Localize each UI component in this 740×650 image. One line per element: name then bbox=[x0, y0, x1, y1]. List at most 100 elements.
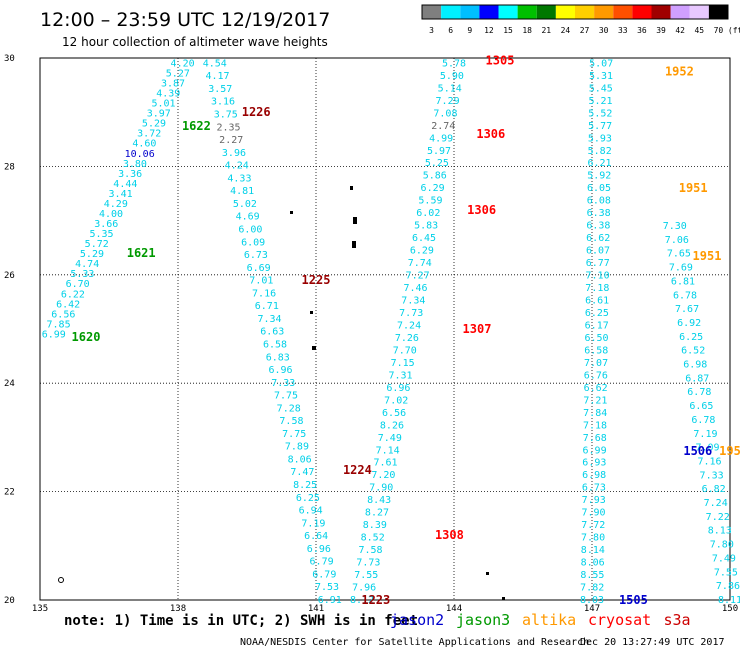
island bbox=[502, 597, 505, 600]
colorbar-tick: 3 bbox=[429, 26, 434, 35]
pass-label: 1506 bbox=[683, 444, 712, 458]
y-tick-label: 24 bbox=[4, 379, 15, 389]
swh-value: 6.79 bbox=[310, 557, 334, 568]
swh-value: 3.66 bbox=[94, 219, 118, 230]
swh-value: 5.01 bbox=[151, 99, 175, 110]
legend-jason3: jason3 bbox=[456, 611, 510, 629]
swh-value: 7.61 bbox=[373, 458, 397, 469]
pass-label: 195 bbox=[719, 444, 740, 458]
swh-value: 7.75 bbox=[282, 429, 306, 440]
swh-value: 7.22 bbox=[706, 512, 730, 523]
swh-value: 7.26 bbox=[395, 333, 419, 344]
swh-value: 8.26 bbox=[380, 420, 404, 431]
y-tick-label: 20 bbox=[4, 596, 15, 606]
swh-value: 6.93 bbox=[582, 458, 606, 469]
chart-title: 12:00 – 23:59 UTC 12/19/2017 bbox=[40, 9, 330, 31]
swh-value: 8.27 bbox=[365, 508, 389, 519]
swh-value: 6.62 bbox=[584, 383, 608, 394]
colorbar-tick: 30 bbox=[599, 26, 609, 35]
swh-value: 5.45 bbox=[589, 83, 613, 94]
swh-value: 6.87 bbox=[685, 373, 709, 384]
swh-value: 7.10 bbox=[586, 271, 610, 282]
swh-value: 8.06 bbox=[288, 454, 312, 465]
swh-value: 7.31 bbox=[388, 370, 412, 381]
swh-value: 6.09 bbox=[241, 237, 265, 248]
swh-value: 7.09 bbox=[695, 443, 719, 454]
x-tick-label: 147 bbox=[584, 604, 600, 614]
swh-value: 6.70 bbox=[66, 279, 90, 290]
swh-value: 5.29 bbox=[142, 119, 166, 130]
swh-value: 7.29 bbox=[436, 96, 460, 107]
swh-value: 7.65 bbox=[667, 249, 691, 260]
swh-value: 8.14 bbox=[581, 545, 605, 556]
colorbar-tick: 21 bbox=[541, 26, 551, 35]
colorbar-tick: 70 bbox=[714, 26, 724, 35]
swh-value: 6.29 bbox=[410, 246, 434, 257]
swh-value: 6.21 bbox=[587, 158, 611, 169]
swh-value: 2.74 bbox=[431, 121, 455, 132]
pass-label: 1952 bbox=[665, 65, 694, 79]
swh-value: 7.93 bbox=[582, 495, 606, 506]
swh-value: 4.29 bbox=[104, 199, 128, 210]
swh-value: 8.12 bbox=[350, 595, 374, 606]
swh-value: 7.75 bbox=[274, 391, 298, 402]
swh-value: 6.73 bbox=[582, 483, 606, 494]
swh-value: 4.17 bbox=[205, 71, 229, 82]
color-swatch bbox=[441, 5, 461, 19]
swh-value: 3.96 bbox=[222, 148, 246, 159]
color-swatch bbox=[498, 5, 518, 19]
swh-value: 7.58 bbox=[359, 545, 383, 556]
swh-value: 7.28 bbox=[277, 403, 301, 414]
swh-value: 3.36 bbox=[118, 169, 142, 180]
swh-value: 7.84 bbox=[583, 408, 607, 419]
pass-label: 1951 bbox=[693, 249, 722, 263]
swh-value: 6.78 bbox=[687, 387, 711, 398]
colorbar-tick: 18 bbox=[522, 26, 532, 35]
y-tick-label: 22 bbox=[4, 488, 15, 498]
track-c-mid: 8.127.967.557.737.588.528.398.278.437.90… bbox=[350, 58, 466, 606]
colorbar-tick: 24 bbox=[561, 26, 571, 35]
swh-value: 5.97 bbox=[427, 146, 451, 157]
pass-labels: 1620 1621 1622 1226 1225 1224 1223 1305 1306 1306… bbox=[72, 54, 740, 607]
swh-value: 5.83 bbox=[414, 221, 438, 232]
swh-value: 6.79 bbox=[312, 569, 336, 580]
swh-value: 7.06 bbox=[665, 235, 689, 246]
swh-value: 7.74 bbox=[408, 258, 432, 269]
swh-value: 6.78 bbox=[673, 290, 697, 301]
pass-label: 1225 bbox=[302, 273, 331, 287]
swh-value: 6.58 bbox=[584, 345, 608, 356]
pass-label: 1308 bbox=[435, 528, 464, 542]
swh-value: 7.72 bbox=[581, 520, 605, 531]
colorbar-tick: 9 bbox=[467, 26, 472, 35]
swh-value: 7.21 bbox=[583, 395, 607, 406]
track-j3-left: 6.997.856.566.426.226.705.334.745.295.72… bbox=[42, 58, 195, 340]
x-tick-label: 144 bbox=[446, 604, 462, 614]
swh-value: 6.82 bbox=[702, 484, 726, 495]
swh-value: 7.90 bbox=[581, 508, 605, 519]
swh-value: 7.18 bbox=[585, 283, 609, 294]
x-tick-label: 141 bbox=[308, 604, 324, 614]
y-tick-label: 28 bbox=[4, 162, 15, 172]
swh-value: 6.91 bbox=[318, 595, 342, 606]
swh-value: 6.94 bbox=[299, 506, 323, 517]
pass-label: 1306 bbox=[467, 203, 496, 217]
swh-value: 7.08 bbox=[433, 108, 457, 119]
swh-value: 7.01 bbox=[249, 276, 273, 287]
swh-value: 6.07 bbox=[586, 246, 610, 257]
swh-value: 7.34 bbox=[401, 296, 425, 307]
color-swatch bbox=[422, 5, 442, 19]
island bbox=[310, 311, 313, 314]
swh-value: 5.14 bbox=[438, 83, 462, 94]
swh-value: 6.08 bbox=[587, 196, 611, 207]
y-tick-label: 26 bbox=[4, 271, 15, 281]
swh-value: 7.02 bbox=[384, 395, 408, 406]
swh-value: 7.15 bbox=[391, 358, 415, 369]
pass-label: 1224 bbox=[343, 463, 372, 477]
swh-value: 4.00 bbox=[99, 209, 123, 220]
color-swatch bbox=[575, 5, 595, 19]
pass-label: 1621 bbox=[127, 246, 156, 260]
footer-timestamp: Dec 20 13:27:49 UTC 2017 bbox=[580, 637, 725, 648]
swh-value: 6.71 bbox=[255, 301, 279, 312]
swh-value: 4.20 bbox=[171, 58, 195, 69]
swh-value: 8.43 bbox=[367, 495, 391, 506]
